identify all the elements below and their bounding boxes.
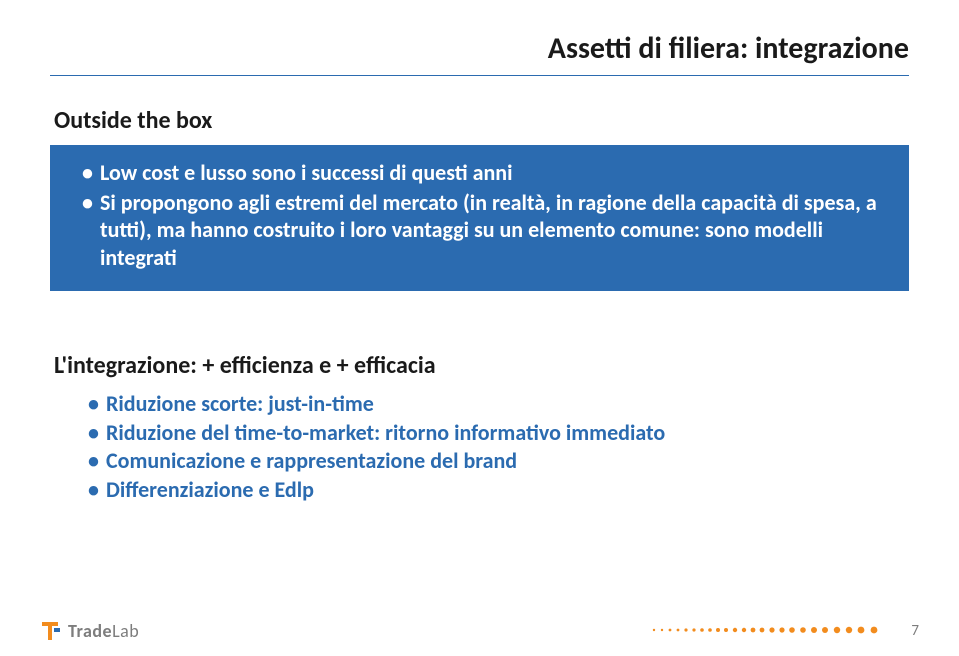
slide: Assetti di filiera: integrazione Outside… bbox=[0, 0, 959, 656]
list-item: Riduzione scorte: just-in-time bbox=[88, 390, 909, 419]
logo-text-bold: Trade bbox=[68, 620, 112, 642]
section1-list: Low cost e lusso sono i successi di ques… bbox=[70, 159, 889, 271]
section2-heading: L'integrazione: + efficienza e + efficac… bbox=[50, 351, 909, 380]
list-item: Low cost e lusso sono i successi di ques… bbox=[82, 159, 889, 187]
page-number: 7 bbox=[911, 622, 919, 640]
logo-mark-icon bbox=[40, 620, 62, 642]
highlight-box: Low cost e lusso sono i successi di ques… bbox=[50, 145, 909, 291]
list-item: Si propongono agli estremi del mercato (… bbox=[82, 189, 889, 272]
slide-title: Assetti di filiera: integrazione bbox=[50, 30, 909, 67]
list-item: Comunicazione e rappresentazione del bra… bbox=[88, 447, 909, 476]
title-divider bbox=[50, 75, 909, 76]
logo-text-light: Lab bbox=[112, 620, 139, 642]
section1-heading: Outside the box bbox=[50, 106, 909, 135]
footer: TradeLab 7 bbox=[0, 620, 959, 642]
section2-list: Riduzione scorte: just-in-time Riduzione… bbox=[50, 390, 909, 504]
logo: TradeLab bbox=[40, 620, 139, 642]
logo-text: TradeLab bbox=[68, 620, 139, 642]
list-item: Riduzione del time-to-market: ritorno in… bbox=[88, 419, 909, 448]
footer-dots-icon bbox=[651, 622, 881, 641]
list-item: Differenziazione e Edlp bbox=[88, 476, 909, 505]
